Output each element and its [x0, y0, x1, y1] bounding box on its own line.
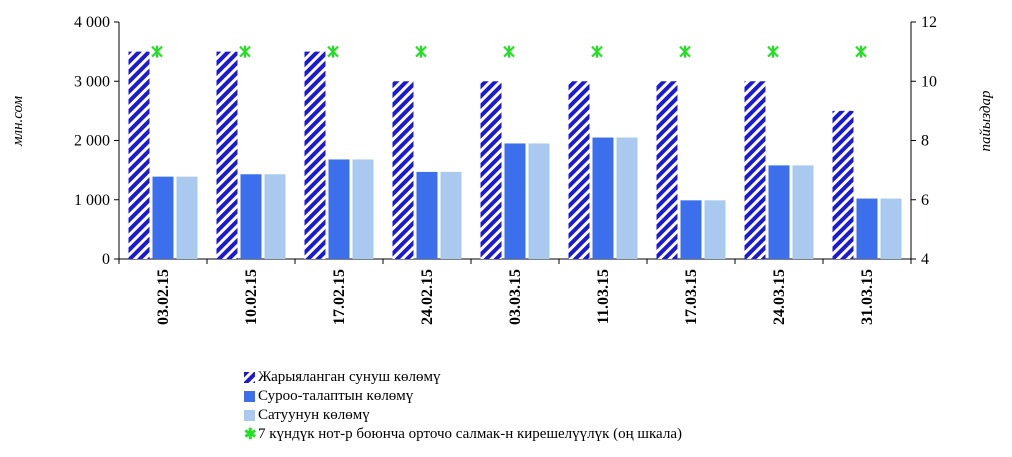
bar-announced [744, 81, 766, 259]
legend-item-sales: Сатуунун көлөмү [244, 406, 682, 425]
y2-axis-label: пайыздар [978, 90, 994, 151]
y-tick-label: 4 000 [74, 14, 110, 31]
bar-demand [152, 176, 174, 259]
bar-demand [240, 174, 262, 259]
x-tick-label: 31.03.15 [859, 269, 876, 325]
bar-sales [176, 176, 198, 259]
x-tick-label: 24.03.15 [771, 269, 788, 325]
bar-demand [680, 200, 702, 259]
x-tick-label: 03.03.15 [507, 269, 524, 325]
legend-swatch-demand [244, 391, 255, 402]
y-axis-label: млн.сом [10, 96, 26, 148]
bar-demand [768, 165, 790, 259]
y2-tick-label: 10 [921, 73, 937, 90]
bar-sales [528, 143, 550, 259]
yield-star-marker [415, 45, 427, 58]
bar-announced [304, 51, 326, 259]
y-tick-label: 1 000 [74, 192, 110, 209]
y2-tick-label: 6 [921, 192, 929, 209]
y2-tick-label: 4 [921, 251, 929, 268]
yield-star-marker [767, 45, 779, 58]
y-tick-label: 2 000 [74, 133, 110, 150]
bar-announced [568, 81, 590, 259]
yield-star-marker [239, 45, 251, 58]
legend-label-yield: 7 күндүк нот-р боюнча орточо салмак-н ки… [258, 426, 682, 442]
legend-item-demand: Суроо-талаптын көлөмү [244, 387, 682, 406]
bar-demand [416, 171, 438, 259]
y-tick-label: 3 000 [74, 73, 110, 90]
x-tick-label: 11.03.15 [595, 269, 612, 324]
bar-sales [352, 159, 374, 259]
legend-swatch-sales [244, 410, 255, 421]
bar-announced [480, 81, 502, 259]
x-tick-label: 10.02.15 [243, 269, 260, 325]
legend-item-yield: ✱ 7 күндүк нот-р боюнча орточо салмак-н … [244, 425, 682, 444]
bar-sales [880, 198, 902, 259]
bar-announced [656, 81, 678, 259]
star-marker-icon: ✱ [244, 426, 257, 443]
legend-label-announced: Жарыяланган сунуш көлөмү [258, 369, 441, 385]
bar-announced [832, 110, 854, 259]
yield-star-marker [151, 45, 163, 58]
bar-sales [264, 174, 286, 259]
legend-label-demand: Суроо-талаптын көлөмү [258, 388, 414, 404]
yield-star-marker [503, 45, 515, 58]
legend-swatch-announced [244, 372, 255, 383]
y2-tick-label: 8 [921, 133, 929, 150]
yield-star-marker [327, 45, 339, 58]
yield-star-marker [855, 45, 867, 58]
legend: Жарыяланган сунуш көлөмү Суроо-талаптын … [244, 368, 682, 444]
bar-sales [440, 171, 462, 259]
bar-demand [592, 137, 614, 259]
yield-star-marker [679, 45, 691, 58]
bar-announced [128, 51, 150, 259]
bar-announced [392, 81, 414, 259]
bar-demand [504, 143, 526, 259]
bar-sales [616, 137, 638, 259]
bar-sales [704, 200, 726, 259]
yield-star-marker [591, 45, 603, 58]
y-tick-label: 0 [102, 251, 110, 268]
x-tick-label: 17.03.15 [683, 269, 700, 325]
bar-demand [328, 159, 350, 259]
bar-sales [792, 165, 814, 259]
x-tick-label: 24.02.15 [419, 269, 436, 325]
legend-label-sales: Сатуунун көлөмү [258, 407, 370, 423]
bar-demand [856, 198, 878, 259]
bar-announced [216, 51, 238, 259]
legend-item-announced: Жарыяланган сунуш көлөмү [244, 368, 682, 387]
x-tick-label: 17.02.15 [331, 269, 348, 325]
y2-tick-label: 12 [921, 14, 937, 31]
x-tick-label: 03.02.15 [155, 269, 172, 325]
